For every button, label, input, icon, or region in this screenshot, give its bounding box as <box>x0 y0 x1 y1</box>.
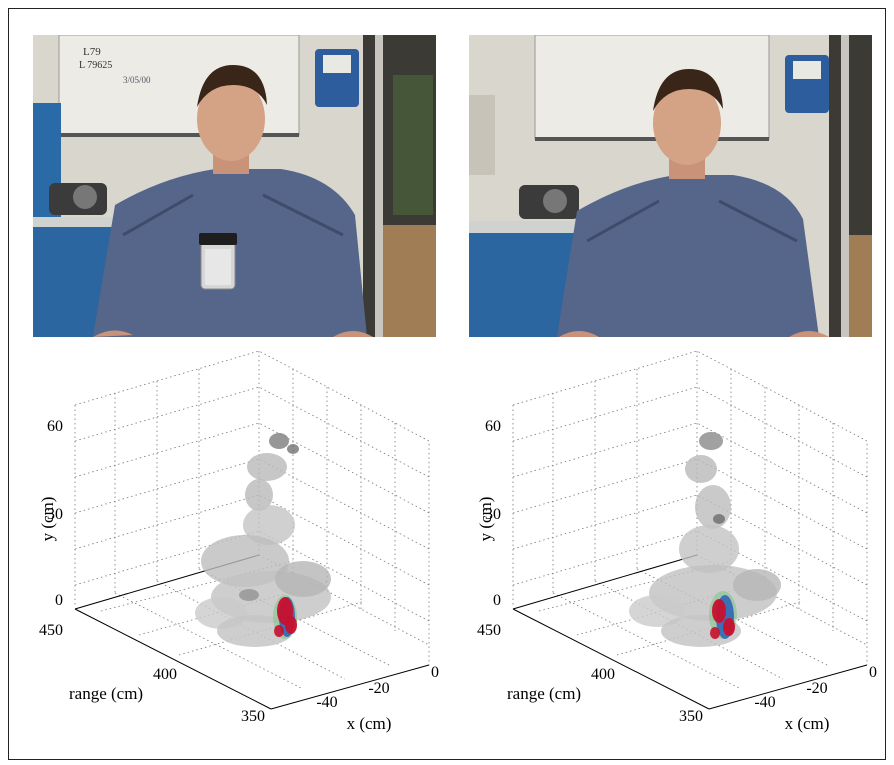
x-axis-label: x (cm) <box>785 714 830 733</box>
photo-with-jar: L79 L 79625 3/05/00 <box>33 35 436 337</box>
range-tick-400: 400 <box>591 666 615 683</box>
y-tick-30: 30 <box>485 506 501 523</box>
range-tick-350: 350 <box>241 708 265 725</box>
whiteboard-text-3: 3/05/00 <box>123 75 151 85</box>
y-tick-0: 0 <box>55 592 63 609</box>
range-axis-label: range (cm) <box>507 684 581 703</box>
range-tick-450: 450 <box>477 622 501 639</box>
x-tick--20: -20 <box>806 680 827 697</box>
y-tick-0: 0 <box>493 592 501 609</box>
x-tick-0: 0 <box>869 664 877 681</box>
y-axis-label: y (cm) <box>38 497 57 542</box>
plot-left: 60 30 0 y (cm) 450 400 350 range (cm) -4… <box>9 349 449 749</box>
whiteboard-text-1: L79 <box>83 46 101 58</box>
y-tick-30: 30 <box>47 506 63 523</box>
range-axis-label: range (cm) <box>69 684 143 703</box>
y-tick-60: 60 <box>485 418 501 435</box>
radar-point-cloud <box>629 432 781 647</box>
x-axis-label: x (cm) <box>347 714 392 733</box>
range-tick-350: 350 <box>679 708 703 725</box>
x-tick--20: -20 <box>368 680 389 697</box>
plot-right: 60 30 0 y (cm) 450 400 350 range (cm) -4… <box>447 349 887 749</box>
x-tick-0: 0 <box>431 664 439 681</box>
range-tick-400: 400 <box>153 666 177 683</box>
x-tick--40: -40 <box>754 694 775 711</box>
whiteboard-text-2: L 79625 <box>79 60 112 71</box>
range-tick-450: 450 <box>39 622 63 639</box>
figure-frame: L79 L 79625 3/05/00 <box>8 8 886 760</box>
radar-point-cloud <box>195 433 331 647</box>
y-tick-60: 60 <box>47 418 63 435</box>
y-axis-label: y (cm) <box>476 497 495 542</box>
x-tick--40: -40 <box>316 694 337 711</box>
photo-without-jar <box>469 35 872 337</box>
